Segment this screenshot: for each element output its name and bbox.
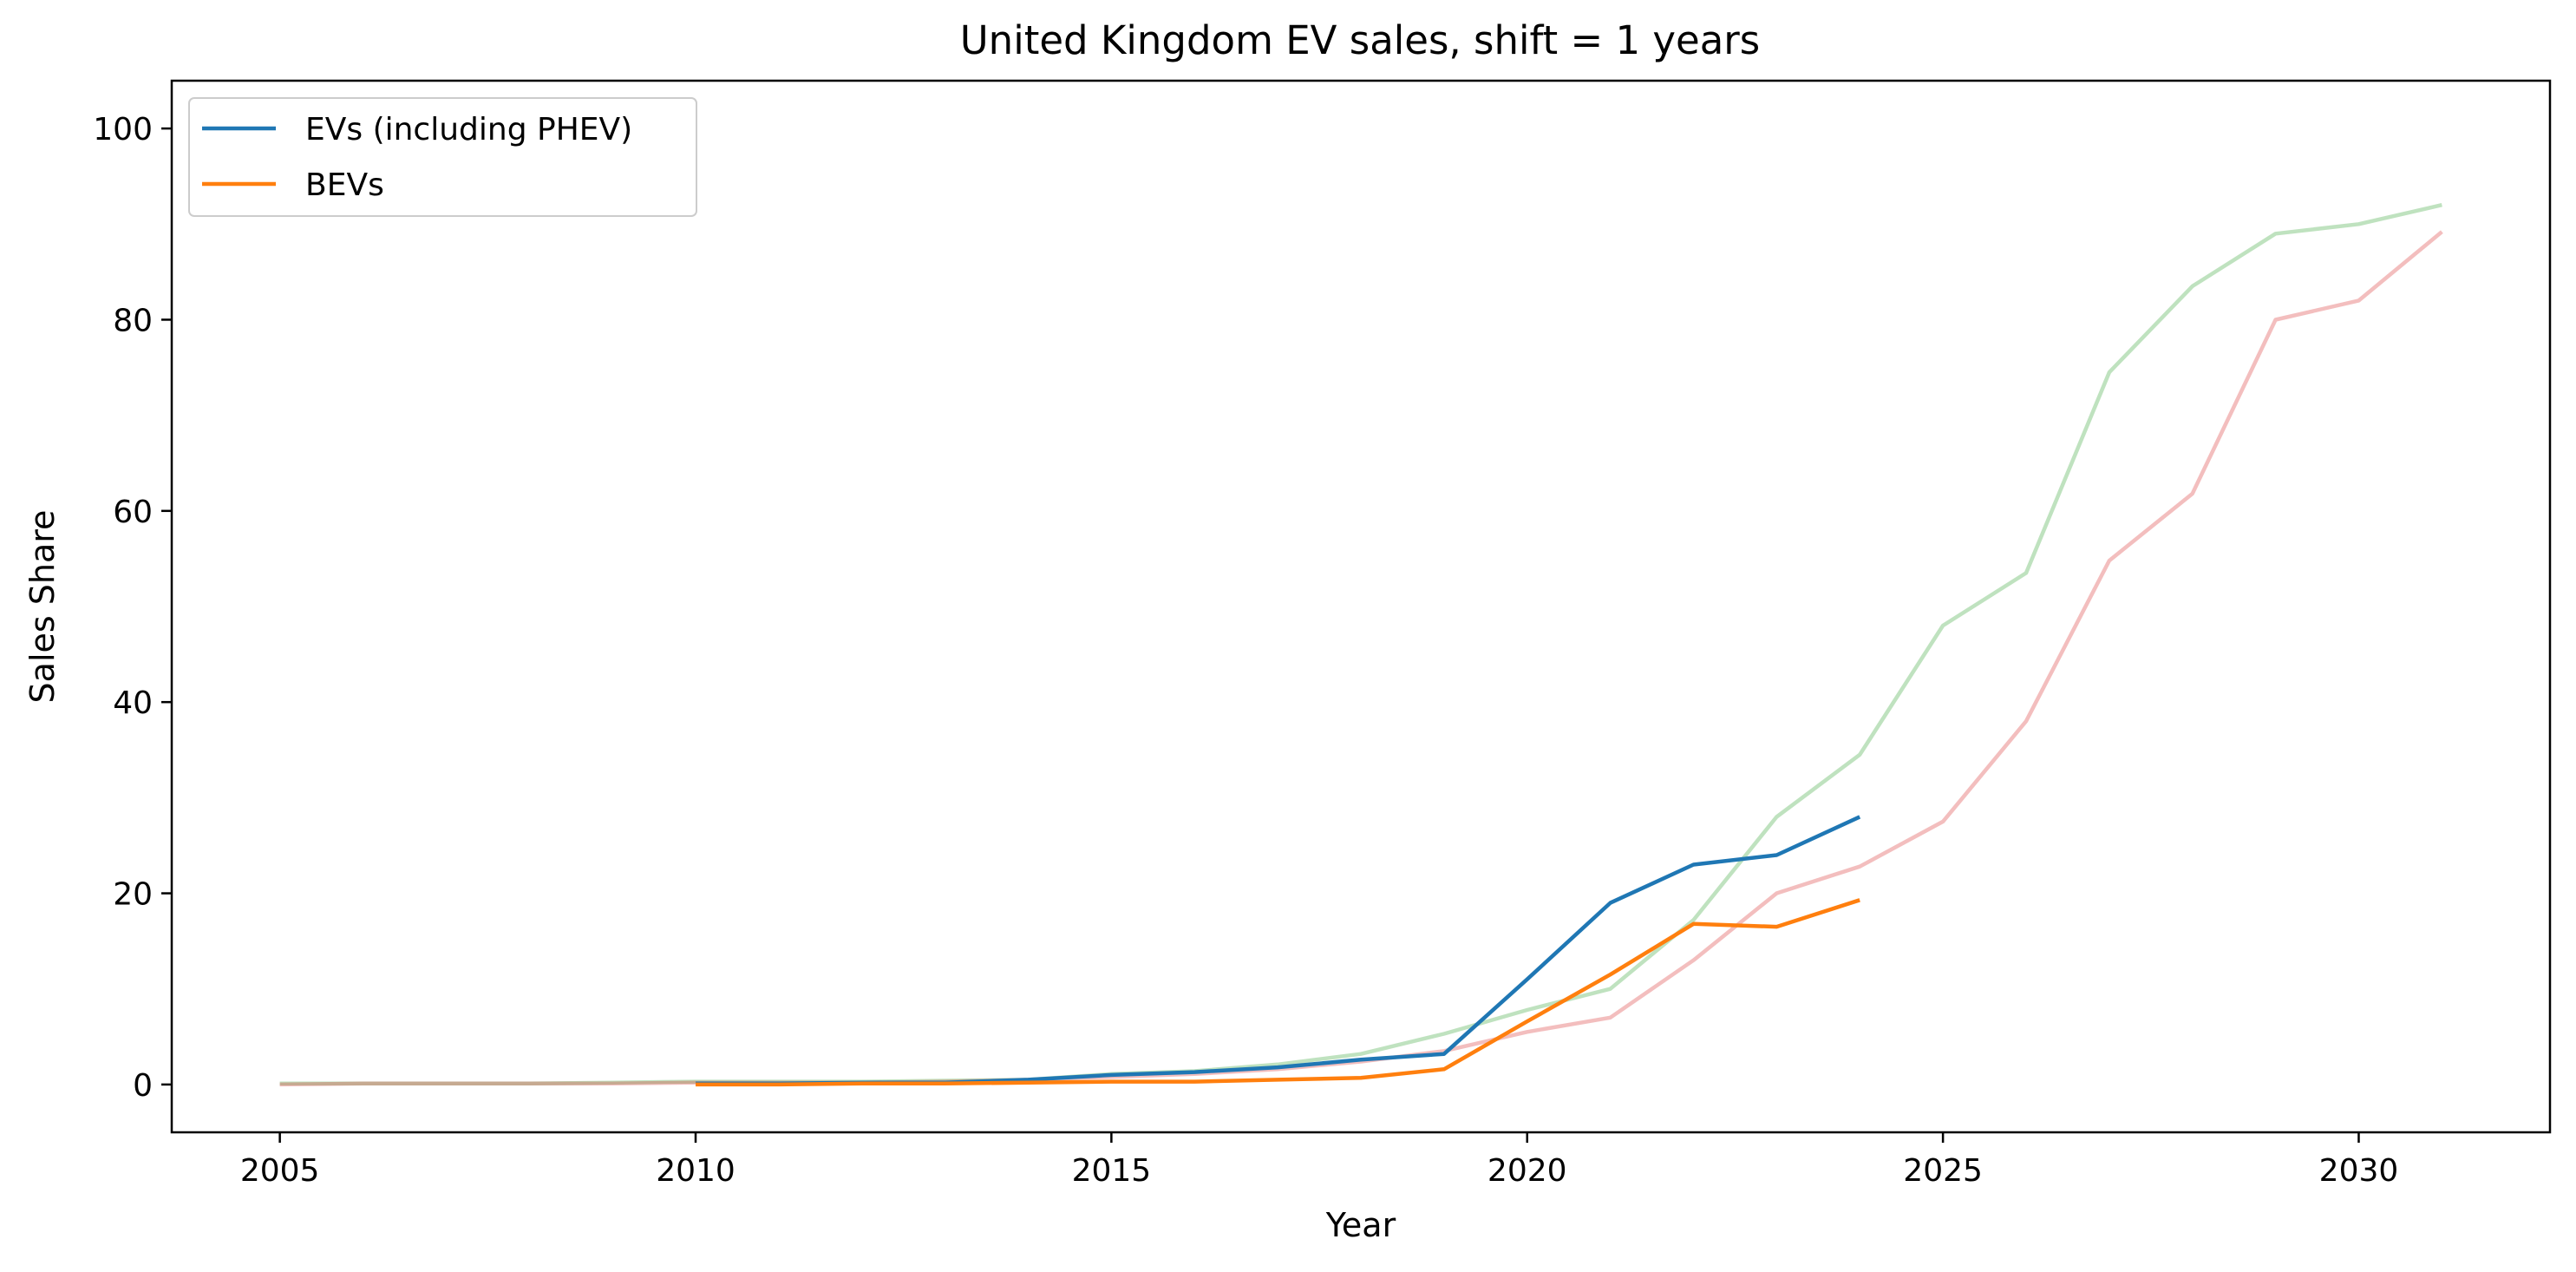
plot-frame [170, 79, 2552, 1134]
x-tick-label: 2025 [1903, 1153, 1983, 1189]
y-tick-label: 20 [113, 877, 153, 913]
series-layer [279, 203, 2443, 1087]
y-tick-label: 40 [113, 685, 153, 721]
y-tick-label: 80 [113, 303, 153, 338]
x-tick-label: 2010 [656, 1153, 736, 1189]
y-tick-label: 100 [93, 112, 153, 148]
y-tick-label: 60 [113, 495, 153, 530]
series-line-faded-0 [279, 203, 2442, 1086]
x-tick-label: 2030 [2319, 1153, 2399, 1189]
x-tick-label: 2015 [1072, 1153, 1152, 1189]
legend-label-bevs: BEVs [305, 167, 384, 203]
chart-title: United Kingdom EV sales, shift = 1 years [960, 17, 1761, 63]
x-tick-label: 2020 [1487, 1153, 1567, 1189]
legend-label-evs: EVs (including PHEV) [305, 112, 632, 148]
y-axis-label: Sales Share [23, 510, 62, 704]
axis-ticks: 2005 2010 2015 2020 2025 2030 0 20 40 60 80 100 [93, 112, 2398, 1189]
legend-box [188, 97, 697, 217]
y-tick-label: 0 [133, 1068, 153, 1104]
series-line-bevs [696, 898, 1860, 1087]
legend: EVs (including PHEV) BEVs [188, 97, 697, 217]
x-axis-label: Year [1325, 1206, 1396, 1244]
x-tick-label: 2005 [240, 1153, 320, 1189]
